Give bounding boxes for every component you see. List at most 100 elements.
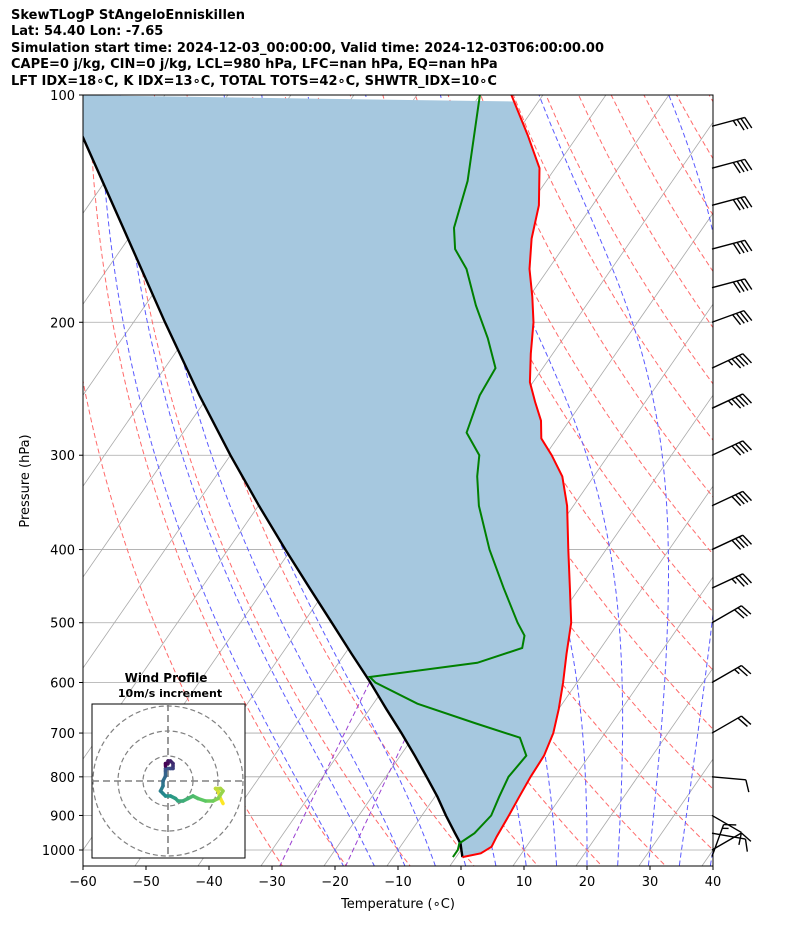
wind-barb	[711, 664, 752, 684]
barb-staff	[711, 116, 746, 127]
y-tick-label: 300	[50, 449, 75, 464]
mixing-ratio-line	[279, 682, 371, 866]
barb-feather	[742, 393, 753, 404]
dry-adiabat	[83, 378, 284, 866]
moist-adiabat	[538, 95, 669, 866]
barb-feather	[737, 666, 748, 677]
barb-feather	[738, 575, 749, 586]
barb-feather	[740, 832, 752, 842]
barb-feather	[737, 607, 748, 617]
wind-barb	[711, 534, 753, 551]
wind-barb	[711, 309, 753, 326]
dry-adiabat	[785, 61, 794, 882]
chart-header: SkewTLogP StAngeloEnniskillen Lat: 54.40…	[11, 8, 604, 90]
dry-adiabat	[643, 95, 713, 216]
barb-half-feather	[734, 668, 740, 675]
y-tick-label: 100	[50, 89, 75, 104]
dewpoint-line	[367, 95, 528, 858]
dry-adiabat	[578, 95, 713, 329]
barb-feather	[732, 162, 741, 174]
cape-indices: CAPE=0 j/kg, CIN=0 j/kg, LCL=980 hPa, LF…	[11, 57, 498, 73]
dry-adiabat	[675, 95, 713, 160]
barb-staff	[711, 776, 746, 781]
y-axis-label: Pressure (hPa)	[18, 434, 33, 527]
x-tick-label: 30	[642, 875, 659, 890]
barb-feather	[736, 161, 745, 173]
isotherm-line	[83, 95, 166, 214]
barb-half-feather	[727, 360, 734, 366]
wind-barb	[711, 605, 752, 624]
y-tick-label: 900	[50, 809, 75, 824]
barb-staff	[711, 664, 742, 684]
x-tick-label: −60	[69, 875, 96, 890]
barb-feather	[742, 534, 753, 545]
barb-staff	[711, 239, 746, 250]
barb-feather	[742, 573, 753, 584]
barb-staff	[711, 573, 744, 589]
barb-staff	[711, 195, 746, 207]
barb-feather	[735, 494, 745, 505]
barb-feather	[740, 160, 749, 172]
dry-adiabat	[121, 95, 411, 866]
barb-staff	[711, 824, 725, 857]
barb-staff	[711, 440, 744, 456]
axes: −60 −50 −40 −30 −20 −10 0 10 20 30 40 1000 900 800 700…	[42, 89, 721, 890]
dry-adiabat	[88, 95, 347, 866]
barb-feather	[731, 539, 742, 550]
x-tick-label: 10	[516, 875, 533, 890]
barb-feather	[744, 278, 753, 290]
x-tick-label: −20	[321, 875, 348, 890]
stability-indices: LFT IDX=18∘C, K IDX=13∘C, TOTAL TOTS=42∘…	[11, 73, 497, 89]
barb-feather	[738, 442, 749, 453]
y-tick-label: 200	[50, 316, 75, 331]
barb-feather	[743, 310, 753, 321]
barb-staff	[711, 832, 742, 851]
barb-feather	[739, 311, 749, 323]
barb-half-feather	[727, 400, 734, 406]
barb-feather	[735, 443, 745, 454]
hodograph-title: Wind Profile	[125, 671, 208, 685]
wind-barb	[711, 814, 743, 845]
barb-feather	[740, 118, 749, 130]
dry-adiabat	[153, 95, 475, 866]
barb-feather	[740, 279, 749, 291]
barb-feather	[738, 492, 749, 503]
wind-barb	[711, 353, 753, 369]
moist-adiabat	[439, 95, 624, 866]
barb-staff	[711, 393, 744, 409]
barb-staff	[711, 278, 746, 289]
wind-barbs	[711, 116, 753, 857]
station-location: Lat: 54.40 Lon: -7.65	[11, 24, 164, 40]
isotherm-line	[575, 667, 713, 866]
barb-feather	[744, 158, 753, 171]
barb-feather	[745, 779, 750, 793]
barb-staff	[711, 814, 742, 834]
barb-staff	[711, 534, 744, 551]
barb-feather	[740, 605, 752, 615]
moist-adiabat	[99, 95, 345, 866]
barb-feather	[742, 490, 753, 502]
x-axis-label: Temperature (∘C)	[340, 897, 455, 912]
wind-barb	[711, 393, 753, 409]
dry-adiabat	[754, 61, 794, 882]
moist-adiabat	[709, 847, 713, 866]
y-tick-label: 800	[50, 771, 75, 786]
barb-feather	[744, 117, 753, 129]
barb-staff	[711, 605, 742, 624]
barb-feather	[738, 354, 749, 366]
isotherm-line	[638, 758, 713, 866]
barb-feather	[740, 240, 749, 253]
y-tick-label: 700	[50, 727, 75, 742]
barb-feather	[735, 576, 745, 587]
wind-barb	[711, 490, 753, 507]
wind-barb	[711, 278, 753, 293]
moist-adiabat	[119, 95, 375, 866]
wind-barb	[711, 195, 753, 211]
barb-staff	[711, 353, 744, 369]
moist-adiabat	[141, 95, 406, 866]
dry-adiabat	[545, 95, 713, 385]
dry-adiabat	[722, 61, 794, 882]
x-tick-label: −40	[195, 875, 222, 890]
simulation-times: Simulation start time: 2024-12-03_00:00:…	[11, 40, 604, 56]
